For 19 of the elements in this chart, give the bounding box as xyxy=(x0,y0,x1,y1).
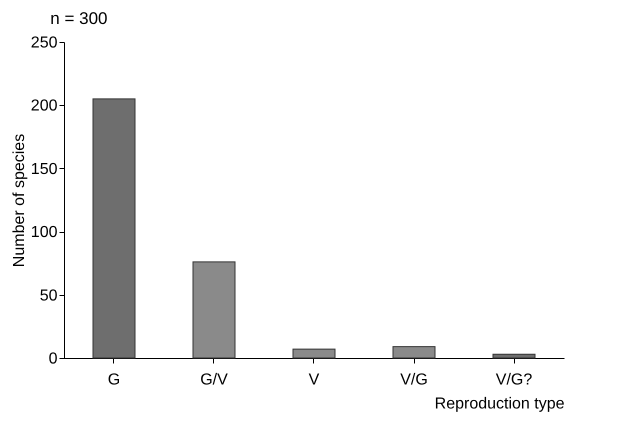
bar xyxy=(492,354,536,358)
y-axis-title: Number of species xyxy=(10,134,28,268)
y-tick-label: 150 xyxy=(30,160,58,178)
chart-title: n = 300 xyxy=(50,9,108,28)
y-tick-label: 50 xyxy=(40,287,58,304)
bar xyxy=(292,348,336,358)
x-tick-label: V/G xyxy=(400,372,428,388)
bar xyxy=(392,346,436,358)
bar xyxy=(192,261,236,358)
bar xyxy=(92,98,136,358)
x-tick-label: G xyxy=(108,372,120,388)
y-tick-label: 250 xyxy=(30,34,58,52)
y-tick-label: 0 xyxy=(48,350,58,368)
y-tick-label: 100 xyxy=(30,224,58,242)
x-tick-label: G/V xyxy=(200,372,228,388)
x-tick-label: V/G? xyxy=(496,372,532,388)
y-tick-label: 200 xyxy=(30,98,58,115)
x-axis-title: Reproduction type xyxy=(434,396,565,412)
x-tick-label: V xyxy=(308,372,320,388)
